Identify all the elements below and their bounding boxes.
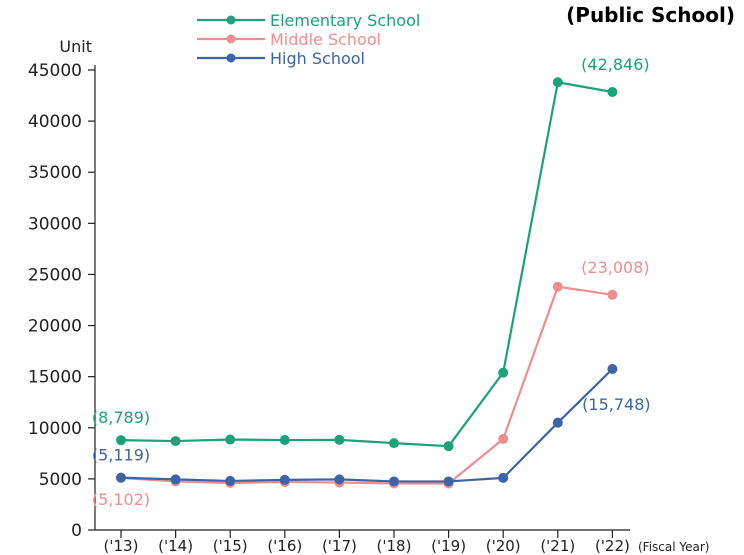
x-tick-label: ('17): [322, 537, 357, 555]
x-tick-label: ('14): [158, 537, 193, 555]
y-tick-label: 20000: [28, 317, 82, 337]
data-callout-elementary-school: (8,789): [92, 408, 150, 427]
y-tick-label: 10000: [28, 419, 82, 439]
data-point-middle-school: [607, 289, 618, 300]
x-tick-label: ('16): [267, 537, 302, 555]
legend-marker-elementary-school: [226, 15, 236, 25]
chart-note: (Public School): [566, 3, 735, 27]
data-point-high-school: [607, 364, 618, 375]
x-tick-label: ('20): [486, 537, 521, 555]
series-line-high-school: [120, 368, 614, 483]
y-tick-label: 25000: [28, 265, 82, 285]
data-point-elementary-school: [279, 435, 290, 446]
data-callout-elementary-school: (42,846): [581, 55, 649, 74]
data-point-elementary-school: [389, 438, 399, 449]
y-axis: 0 5000 10000 15000 20000 25000 30000 35000 40000…: [28, 61, 95, 541]
data-point-middle-school: [552, 281, 563, 292]
data-point-high-school: [116, 472, 126, 483]
data-point-high-school: [389, 476, 399, 487]
data-point-elementary-school: [334, 434, 345, 445]
data-callout-middle-school: (23,008): [581, 258, 649, 277]
plot-series: [116, 77, 618, 489]
data-point-high-school: [552, 417, 563, 428]
data-point-high-school: [498, 472, 509, 483]
callouts: (8,789) (42,846) (5,102) (23,008) (5,119) (15…: [92, 55, 651, 509]
series-line-elementary-school: [120, 81, 613, 448]
data-point-elementary-school: [116, 435, 126, 446]
y-tick-label: 35000: [28, 163, 82, 183]
y-tick-label: 5000: [39, 470, 82, 490]
legend-marker-middle-school: [226, 34, 236, 44]
data-point-elementary-school: [498, 367, 509, 378]
y-axis-label: Unit: [59, 37, 92, 56]
x-tick-label: ('13): [104, 537, 139, 555]
data-point-high-school: [170, 474, 181, 485]
data-point-elementary-school: [443, 441, 454, 452]
x-axis-label: (Fiscal Year): [638, 540, 709, 554]
legend-label-elementary-school: Elementary School: [270, 11, 420, 30]
x-tick-label: ('21): [540, 537, 575, 555]
data-point-middle-school: [498, 434, 509, 445]
x-axis: ('13) ('14) ('15) ('16) ('17) ('18) ('19) ('20)…: [104, 530, 630, 555]
data-point-high-school: [443, 476, 454, 487]
series-line-middle-school: [120, 285, 613, 485]
legend-label-high-school: High School: [270, 49, 365, 68]
data-callout-high-school: (5,119): [92, 446, 150, 465]
data-callout-middle-school: (5,102): [92, 490, 150, 509]
data-point-high-school: [334, 474, 345, 485]
legend-marker-high-school: [226, 53, 236, 63]
y-tick-label: 15000: [28, 368, 82, 388]
data-point-elementary-school: [225, 434, 236, 445]
data-point-elementary-school: [552, 77, 563, 88]
x-tick-label: ('22): [595, 537, 630, 555]
data-callout-high-school: (15,748): [582, 395, 650, 414]
data-point-elementary-school: [607, 87, 618, 98]
legend-label-middle-school: Middle School: [270, 30, 381, 49]
y-tick-label: 0: [71, 521, 82, 541]
y-tick-label: 45000: [28, 61, 82, 81]
y-tick-label: 30000: [28, 214, 82, 234]
data-point-high-school: [225, 475, 236, 486]
data-point-elementary-school: [170, 436, 181, 447]
data-point-high-school: [279, 474, 290, 485]
x-tick-label: ('18): [377, 537, 412, 555]
x-tick-label: ('19): [431, 537, 466, 555]
x-tick-label: ('15): [213, 537, 248, 555]
y-tick-label: 40000: [28, 112, 82, 132]
